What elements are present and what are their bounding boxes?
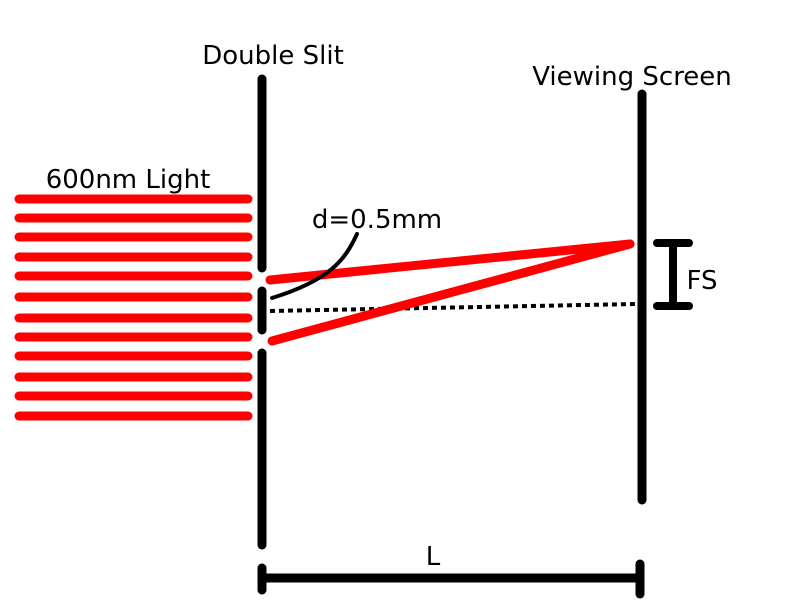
fringe-spacing-marker bbox=[653, 239, 693, 310]
slit-spacing-pointer bbox=[270, 232, 359, 300]
slit-spacing-label: d=0.5mm bbox=[312, 205, 442, 235]
distance-label: L bbox=[426, 542, 441, 572]
distance-dimension bbox=[257, 559, 645, 599]
ray-upper-slit bbox=[265, 239, 635, 285]
central-axis-dotted bbox=[269, 302, 637, 313]
light-rays bbox=[265, 239, 635, 346]
double-slit-label: Double Slit bbox=[202, 41, 344, 71]
light-label: 600nm Light bbox=[46, 165, 211, 195]
fringe-spacing-label: FS bbox=[686, 266, 717, 296]
viewing-screen-label: Viewing Screen bbox=[532, 62, 732, 92]
ray-lower-slit bbox=[267, 239, 635, 346]
incoming-light-waves bbox=[14, 194, 253, 421]
